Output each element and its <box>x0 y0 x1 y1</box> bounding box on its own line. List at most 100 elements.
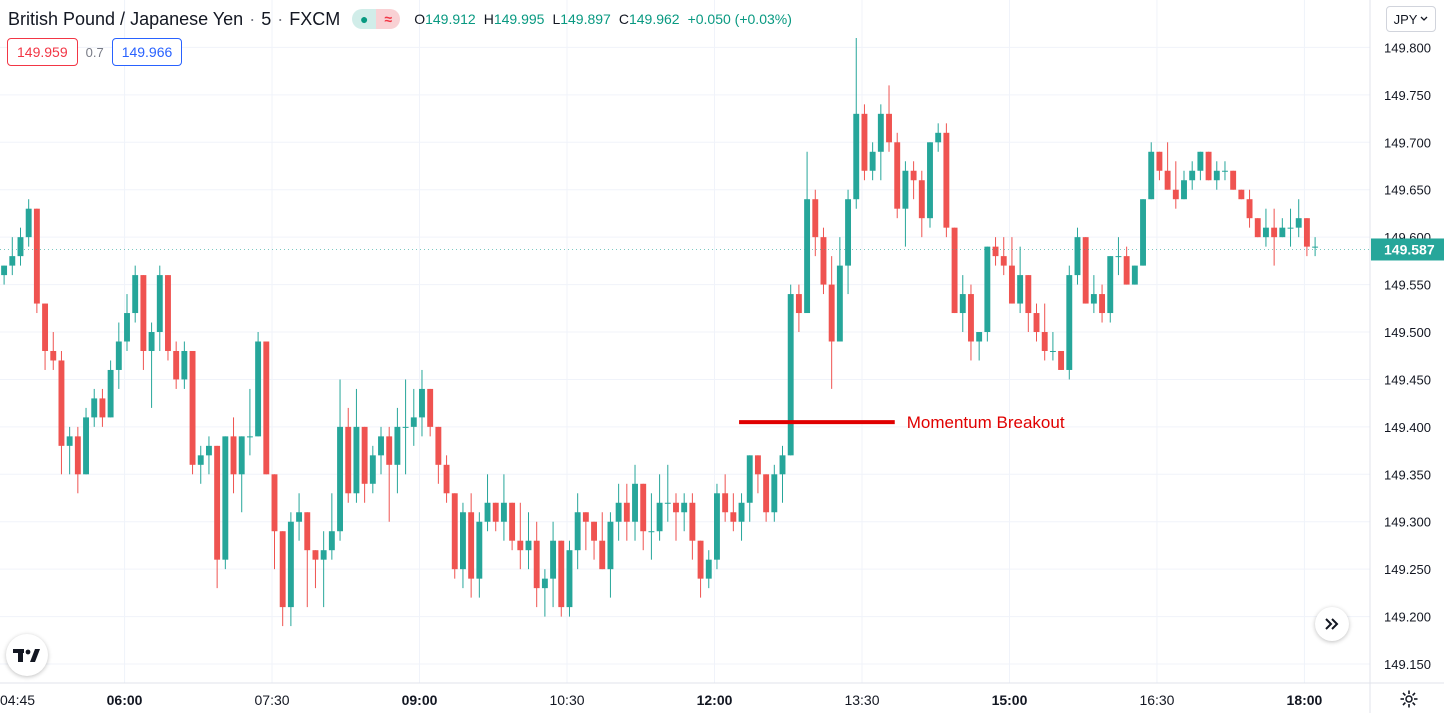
candle-body <box>9 256 16 266</box>
x-tick-label: 10:30 <box>549 692 584 708</box>
candle <box>287 512 294 627</box>
candle-body <box>312 550 319 560</box>
candle <box>951 227 958 314</box>
candle-body <box>976 332 983 342</box>
candle-body <box>927 142 933 219</box>
candle-body <box>1074 237 1081 276</box>
market-open-dot-icon[interactable]: ● <box>352 9 377 29</box>
candle-body <box>640 483 647 532</box>
candle <box>66 426 73 475</box>
approx-data-icon[interactable]: ≈ <box>376 9 401 29</box>
candle-body <box>541 578 548 589</box>
exchange-label: FXCM <box>289 8 341 29</box>
candle <box>468 493 475 598</box>
candle-body <box>337 426 343 532</box>
y-tick-label: 149.500 <box>1384 325 1431 340</box>
candle <box>869 142 876 181</box>
scroll-forward-icon[interactable] <box>1315 607 1349 641</box>
candle <box>599 512 606 570</box>
candle <box>976 332 983 361</box>
currency-selector[interactable]: JPY <box>1386 6 1436 32</box>
trade-prices: 149.959 0.7 149.966 <box>7 38 183 66</box>
candle-body <box>951 227 958 314</box>
candle <box>918 170 925 238</box>
candle-body <box>427 388 434 427</box>
candle-body <box>1172 189 1179 200</box>
candle <box>132 265 139 323</box>
tradingview-logo-icon[interactable] <box>6 634 48 676</box>
candle <box>296 493 303 541</box>
candle-body <box>738 502 745 522</box>
interval-label[interactable]: 5 <box>261 8 272 29</box>
candle <box>845 189 852 295</box>
candle <box>1312 237 1319 257</box>
candle-body <box>607 521 614 570</box>
candle-body <box>42 303 49 351</box>
candle <box>476 512 483 598</box>
candle-body <box>722 493 729 513</box>
market-status-badges[interactable]: ● ≈ <box>352 9 401 29</box>
candle <box>165 275 171 361</box>
candle-body <box>558 540 565 608</box>
candle <box>17 227 24 266</box>
y-tick-label: 149.450 <box>1384 372 1431 387</box>
candle-body <box>279 531 286 608</box>
candle <box>410 388 417 446</box>
candle <box>328 493 335 560</box>
candle-body <box>451 493 458 570</box>
candle <box>697 540 704 598</box>
candle-body <box>1066 275 1073 370</box>
candle <box>386 426 393 522</box>
candle <box>361 426 368 503</box>
candle <box>124 294 130 351</box>
candle <box>771 464 778 522</box>
symbol-title[interactable]: British Pound / Japanese Yen <box>8 8 244 29</box>
candle <box>894 132 901 219</box>
candle-body <box>1107 256 1114 314</box>
candle <box>1115 237 1122 276</box>
gear-icon[interactable] <box>1398 688 1420 710</box>
candle <box>1172 161 1179 209</box>
candle-body <box>419 388 425 418</box>
candle <box>312 550 319 589</box>
candle-body <box>853 113 860 200</box>
candle <box>1 265 8 285</box>
y-tick-label: 149.300 <box>1384 515 1431 530</box>
candle-body <box>17 237 24 257</box>
candle-body <box>107 369 114 418</box>
candle <box>705 550 712 589</box>
candle <box>1140 199 1146 266</box>
ohlc-values: O149.912 H149.995 L149.897 C149.962 +0.0… <box>414 11 792 27</box>
candle <box>779 445 786 503</box>
x-tick-label: 15:00 <box>992 692 1028 708</box>
candle <box>992 237 999 266</box>
candle-body <box>566 550 573 608</box>
candle-body <box>1140 199 1146 266</box>
candle <box>746 455 753 522</box>
candle <box>1189 161 1196 190</box>
candle-body <box>910 170 917 181</box>
candle-body <box>246 436 253 438</box>
candle-body <box>1303 218 1310 247</box>
candle <box>1271 208 1278 266</box>
candle <box>427 388 434 437</box>
buy-price-button[interactable]: 149.966 <box>111 38 183 66</box>
candle-body <box>787 294 794 456</box>
candle-body <box>1287 227 1294 229</box>
candle <box>1090 275 1097 314</box>
candle-body <box>902 170 909 209</box>
candle-body <box>574 512 581 551</box>
sell-price-button[interactable]: 149.959 <box>7 38 78 66</box>
candle <box>42 303 49 370</box>
candle-body <box>1000 256 1007 266</box>
candle <box>492 502 499 532</box>
candle <box>722 474 729 522</box>
candle <box>214 445 221 589</box>
candle-body <box>1189 170 1196 181</box>
candle <box>886 85 892 152</box>
candle <box>33 208 40 314</box>
candle-body <box>500 502 507 522</box>
candle <box>910 161 917 200</box>
candle-body <box>623 502 630 522</box>
